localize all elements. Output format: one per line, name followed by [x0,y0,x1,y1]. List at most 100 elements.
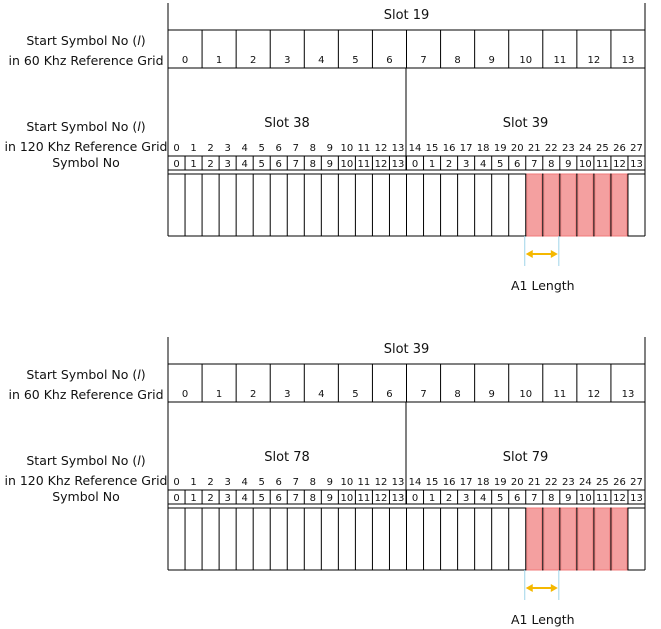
grid120-number: 26 [613,477,626,488]
grid120-number: 25 [596,143,609,154]
grid120-number: 6 [276,143,282,154]
grid120-number: 11 [358,477,371,488]
grid120-number: 14 [409,143,422,154]
grid120-number: 24 [579,477,592,488]
symbol-number: 7 [293,493,299,504]
top-slot-label: Slot 39 [384,342,430,357]
symbol-number: 3 [224,493,230,504]
symbol-number: 10 [579,493,592,504]
grid120-number: 27 [630,477,643,488]
symbol-number: 2 [446,159,452,170]
grid60-number: 3 [284,389,290,400]
grid60-number: 5 [352,389,358,400]
symbol-number: 9 [565,159,571,170]
grid120-number: 14 [409,477,422,488]
grid120-number: 0 [173,143,179,154]
symbol-number: 1 [429,493,435,504]
symbol-number: 1 [190,493,196,504]
symbol-number: 8 [310,159,316,170]
right-slot-label: Slot 39 [503,116,549,131]
symbol-number: 5 [497,493,503,504]
symbol-number: 8 [310,493,316,504]
a1-arrowhead-left [525,584,533,592]
grid120-number: 3 [224,477,230,488]
grid60-number: 6 [386,389,392,400]
grid60-number: 12 [588,55,601,66]
ref120-label-line2: in 120 Khz Reference Grid [4,473,167,488]
top-slot-label: Slot 19 [384,8,430,23]
symbol-number: 0 [412,159,418,170]
grid120-number: 5 [259,477,265,488]
highlighted-symbol-cell [543,507,560,571]
symbol-number: 13 [630,159,643,170]
grid60-number: 10 [519,389,532,400]
grid60-number: 9 [488,55,494,66]
symbol-number: 6 [276,493,282,504]
symbol-number: 0 [173,159,179,170]
grid120-number: 15 [426,477,439,488]
symbol-number: 4 [480,159,486,170]
grid120-number: 15 [426,143,439,154]
symbol-number: 7 [531,159,537,170]
grid60-number: 4 [318,389,324,400]
symbol-number: 5 [497,159,503,170]
grid60-number: 7 [420,55,426,66]
grid60-number: 0 [182,55,188,66]
grid60-number: 10 [519,55,532,66]
grid120-number: 19 [494,477,507,488]
grid120-number: 20 [511,143,524,154]
symbol-number: 11 [358,159,371,170]
symbol-number: 2 [446,493,452,504]
ref120-label-line1: Start Symbol No (l) [26,453,145,468]
grid120-number: 10 [341,477,354,488]
symbol-number: 0 [412,493,418,504]
grid120-number: 17 [460,143,473,154]
grid120-number: 2 [207,477,213,488]
symbol-number: 0 [173,493,179,504]
ref60-label-line1: Start Symbol No (l) [26,367,145,382]
grid120-number: 4 [241,143,247,154]
highlighted-symbol-cell [526,173,543,237]
highlighted-symbol-cell [594,507,611,571]
grid120-number: 18 [477,143,490,154]
symbol-number: 3 [224,159,230,170]
grid120-number: 9 [327,143,333,154]
grid120-number: 27 [630,143,643,154]
symbol-number: 4 [241,159,247,170]
ref120-label-line2: in 120 Khz Reference Grid [4,139,167,154]
symbol-number: 13 [392,493,405,504]
grid60-number: 8 [454,55,460,66]
symbol-number: 2 [207,159,213,170]
grid120-number: 13 [392,477,405,488]
grid120-number: 8 [310,477,316,488]
symbol-number: 12 [375,493,388,504]
grid60-number: 0 [182,389,188,400]
a1-length-label: A1 Length [511,612,575,627]
highlighted-symbol-cell [577,173,594,237]
grid60-number: 2 [250,55,256,66]
highlighted-symbol-cell [577,507,594,571]
grid120-number: 12 [375,143,388,154]
grid60-number: 13 [622,389,635,400]
symbol-number: 4 [480,493,486,504]
symbol-number: 12 [375,159,388,170]
grid120-number: 21 [528,143,541,154]
grid120-number: 4 [241,477,247,488]
grid120-number: 23 [562,477,575,488]
grid120-number: 16 [443,143,456,154]
grid60-number: 11 [553,389,566,400]
grid120-number: 5 [259,143,265,154]
grid120-number: 23 [562,143,575,154]
left-slot-label: Slot 78 [264,450,310,465]
left-slot-label: Slot 38 [264,116,310,131]
highlighted-symbol-cell [560,173,577,237]
highlighted-symbol-cell [594,173,611,237]
grid60-number: 1 [216,55,222,66]
symbol-number: 10 [341,159,354,170]
symbol-number: 5 [259,493,265,504]
symbol-number: 7 [293,159,299,170]
symbol-number: 5 [259,159,265,170]
symbol-number: 8 [548,159,554,170]
symbol-number: 1 [190,159,196,170]
grid60-number: 5 [352,55,358,66]
